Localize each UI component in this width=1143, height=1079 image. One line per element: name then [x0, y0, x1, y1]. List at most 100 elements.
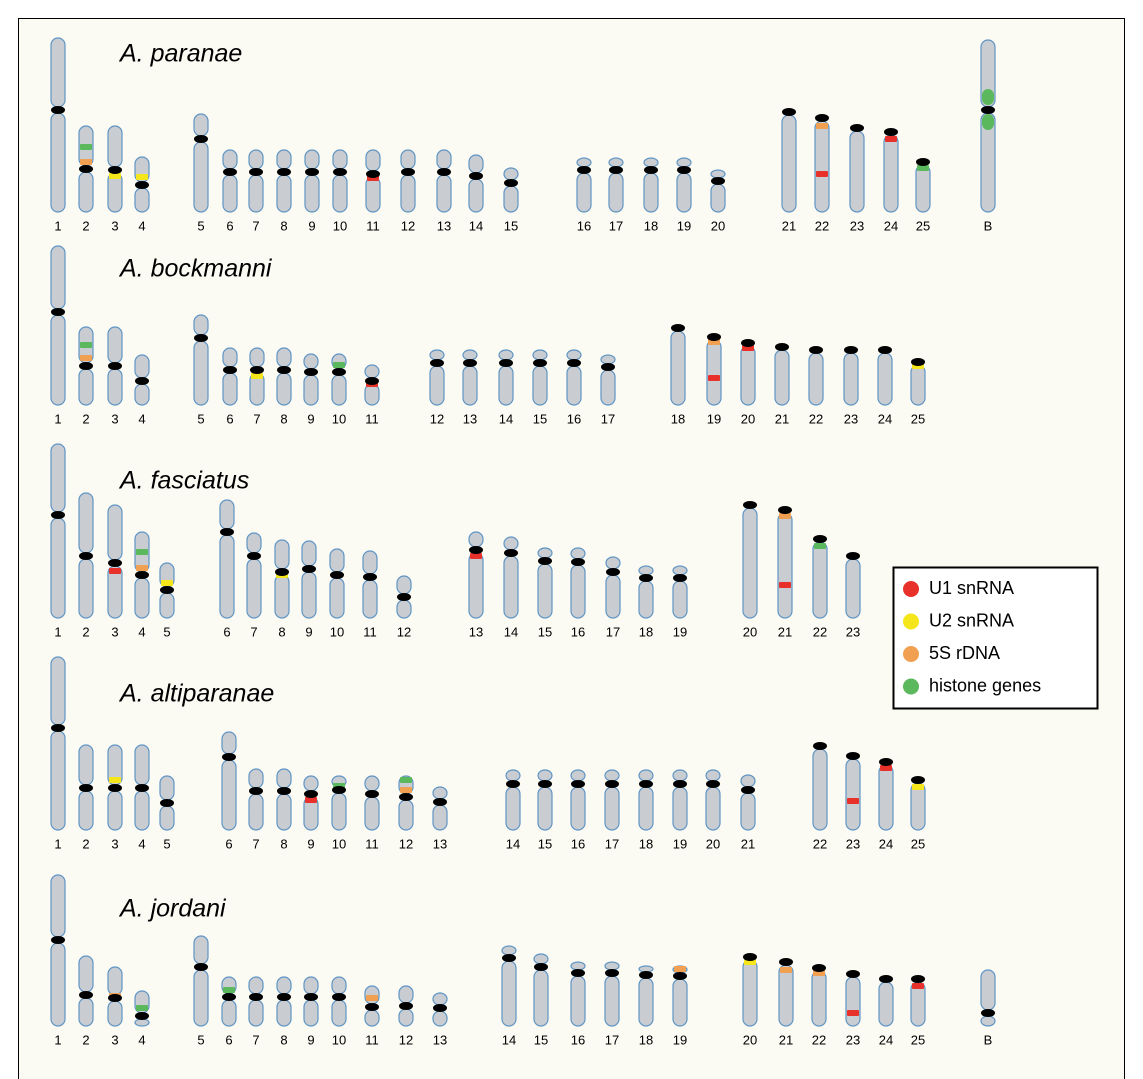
- chromosome: [437, 150, 451, 212]
- chromosome-number: 20: [743, 1032, 757, 1047]
- centromere: [399, 1002, 413, 1010]
- q-arm: [399, 1009, 413, 1026]
- p-arm: [538, 548, 552, 558]
- chromosome: [534, 954, 548, 1026]
- q-arm: [846, 559, 860, 618]
- signal: [708, 375, 720, 381]
- chromosome: [609, 158, 623, 212]
- chromosome: [533, 350, 547, 405]
- chromosome: [639, 966, 653, 1026]
- q-arm: [277, 794, 291, 830]
- chromosome-number: 17: [609, 218, 623, 233]
- chromosome-number: 22: [812, 1032, 826, 1047]
- p-arm: [577, 158, 591, 167]
- centromere: [135, 1012, 149, 1020]
- centromere: [304, 368, 318, 376]
- chromosome-number: 25: [916, 218, 930, 233]
- q-arm: [605, 976, 619, 1026]
- p-arm: [277, 769, 291, 788]
- q-arm: [108, 369, 122, 405]
- q-arm: [813, 749, 827, 830]
- q-arm: [673, 787, 687, 830]
- chromosome-number: 13: [437, 218, 451, 233]
- chromosome: [51, 657, 65, 830]
- p-arm: [397, 576, 411, 594]
- signal: [109, 568, 121, 574]
- legend-swatch: [903, 614, 919, 630]
- centromere: [981, 1009, 995, 1017]
- chromosome-number: 17: [601, 411, 615, 426]
- p-arm: [433, 993, 447, 1005]
- chromosome-number: 14: [499, 411, 513, 426]
- chromosome-number: 17: [605, 1032, 619, 1047]
- legend-swatch: [903, 679, 919, 695]
- centromere: [277, 168, 291, 176]
- chromosome-number: 22: [813, 624, 827, 639]
- centromere: [499, 359, 513, 367]
- chromosome: [743, 953, 757, 1026]
- q-arm: [332, 375, 346, 405]
- chromosome-number: 14: [504, 624, 518, 639]
- centromere: [365, 1003, 379, 1011]
- centromere: [160, 799, 174, 807]
- signal: [816, 123, 828, 129]
- chromosome-number: 2: [82, 836, 89, 851]
- q-arm: [571, 787, 585, 830]
- q-arm: [916, 165, 930, 212]
- p-arm: [365, 776, 379, 791]
- chromosome-number: 7: [250, 624, 257, 639]
- q-arm: [711, 184, 725, 212]
- chromosome: [606, 557, 620, 618]
- p-arm: [79, 745, 93, 785]
- chromosome-number: 25: [911, 836, 925, 851]
- chromosome-number: 12: [399, 1032, 413, 1047]
- q-arm: [673, 581, 687, 618]
- chromosome: [51, 444, 65, 618]
- chromosome: [844, 346, 858, 405]
- q-arm: [639, 581, 653, 618]
- centromere: [673, 780, 687, 788]
- centromere: [911, 358, 925, 366]
- q-arm: [706, 787, 720, 830]
- p-arm: [108, 967, 122, 995]
- chromosome-number: 25: [911, 411, 925, 426]
- chromosome-number: 16: [577, 218, 591, 233]
- signal: [847, 798, 859, 804]
- q-arm: [332, 793, 346, 830]
- chromosome-number: 6: [225, 836, 232, 851]
- legend-label: U2 snRNA: [929, 610, 1014, 630]
- q-arm: [605, 787, 619, 830]
- chromosome: [809, 346, 823, 405]
- chromosome: [135, 745, 149, 830]
- chromosome: [577, 158, 591, 212]
- p-arm: [51, 444, 65, 512]
- p-arm: [533, 350, 547, 360]
- p-arm: [51, 657, 65, 725]
- q-arm: [333, 175, 347, 212]
- q-arm: [223, 175, 237, 212]
- chromosome: [277, 348, 291, 405]
- signal: [847, 1010, 859, 1016]
- p-arm: [194, 114, 208, 136]
- p-arm: [223, 348, 237, 367]
- centromere: [782, 108, 796, 116]
- centromere: [673, 972, 687, 980]
- chromosome: [567, 350, 581, 405]
- chromosome: [223, 348, 237, 405]
- chromosome: [779, 958, 793, 1026]
- p-arm: [502, 946, 516, 955]
- q-arm: [160, 806, 174, 830]
- q-arm: [397, 600, 411, 618]
- p-arm: [135, 355, 149, 378]
- centromere: [534, 963, 548, 971]
- chromosome: [981, 40, 995, 212]
- q-arm: [644, 173, 658, 212]
- centromere: [850, 124, 864, 132]
- chromosome: [194, 936, 208, 1026]
- chromosome-number: 19: [707, 411, 721, 426]
- p-arm: [330, 549, 344, 572]
- chromosome-number: 15: [533, 411, 547, 426]
- centromere: [571, 969, 585, 977]
- centromere: [538, 780, 552, 788]
- centromere: [249, 787, 263, 795]
